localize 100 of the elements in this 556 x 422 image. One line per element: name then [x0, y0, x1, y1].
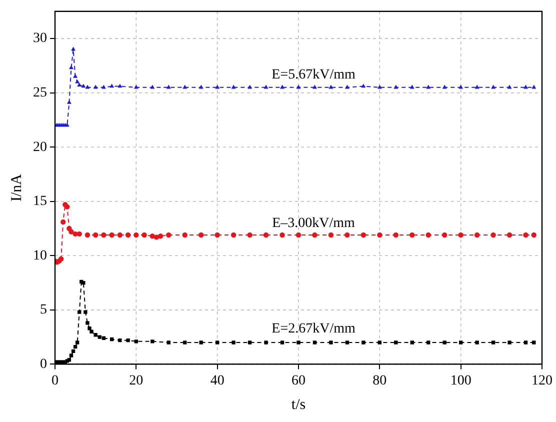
x-tick-label: 40 [210, 373, 224, 388]
annotation: E–3.00kV/mm [272, 216, 356, 231]
point [280, 232, 285, 238]
point [378, 340, 382, 344]
point [126, 338, 130, 342]
x-tick-label: 120 [532, 373, 552, 388]
point [98, 335, 102, 339]
point [75, 79, 80, 84]
point [296, 340, 300, 344]
point [312, 232, 318, 238]
y-tick-label: 30 [33, 31, 47, 46]
point [158, 234, 164, 239]
point [81, 84, 86, 88]
y-tick-label: 10 [33, 248, 47, 264]
point [345, 340, 350, 344]
point [247, 232, 252, 238]
point [280, 340, 284, 344]
x-tick-label: 20 [129, 373, 144, 388]
point [77, 82, 82, 87]
y-tick-label: 15 [33, 194, 47, 210]
point [166, 340, 170, 344]
point [344, 232, 350, 238]
point [329, 340, 333, 344]
point [231, 84, 236, 89]
point [377, 84, 382, 89]
point [199, 340, 203, 344]
point [232, 340, 236, 344]
point [410, 340, 414, 344]
point [426, 84, 431, 89]
point [248, 340, 252, 344]
point [532, 84, 536, 89]
annotation: E=2.67kV/mm [272, 322, 356, 337]
point [182, 232, 188, 238]
point [490, 232, 496, 238]
point [394, 340, 398, 344]
point [166, 232, 172, 238]
y-tick-label: 20 [33, 140, 47, 155]
point [393, 232, 398, 238]
point [328, 232, 334, 238]
point [142, 232, 147, 238]
point [118, 84, 122, 88]
point [312, 84, 317, 89]
point [524, 340, 528, 344]
point [150, 340, 154, 344]
point [92, 232, 98, 238]
point [426, 232, 431, 238]
point [296, 84, 301, 89]
point [86, 321, 90, 325]
point [491, 340, 496, 344]
point [88, 326, 92, 330]
y-tick-label: 25 [33, 85, 47, 100]
x-tick-label: 60 [292, 373, 306, 388]
point [215, 340, 220, 344]
point [328, 84, 334, 89]
point [442, 340, 446, 344]
point [110, 84, 114, 88]
point [84, 310, 88, 314]
point [109, 232, 114, 238]
point [117, 232, 123, 238]
point [84, 232, 90, 238]
point [491, 84, 496, 89]
point [118, 338, 122, 342]
point [458, 340, 463, 344]
x-axis-title: t/s [291, 396, 306, 413]
point [426, 340, 430, 344]
point [78, 310, 82, 314]
point [73, 344, 78, 349]
point [442, 232, 448, 238]
point [523, 232, 528, 238]
point [71, 349, 76, 354]
point [85, 84, 90, 89]
point [506, 232, 512, 238]
point [198, 232, 204, 238]
point [134, 232, 139, 238]
point [76, 231, 82, 237]
annotation: E=5.67kV/mm [272, 68, 356, 83]
point [198, 84, 204, 89]
point [93, 84, 98, 89]
point [90, 330, 94, 334]
point [75, 340, 80, 344]
x-tick-label: 100 [450, 373, 472, 388]
point [68, 65, 74, 70]
y-tick-label: 5 [40, 302, 47, 318]
point [410, 84, 414, 89]
point [94, 333, 98, 337]
point [69, 354, 74, 358]
point [508, 340, 512, 344]
x-tick-label: 0 [52, 373, 58, 388]
point [377, 232, 382, 238]
x-tick-label: 80 [372, 373, 387, 388]
point [474, 84, 480, 89]
point [60, 219, 66, 225]
point [360, 232, 366, 238]
point [248, 84, 252, 89]
point [134, 340, 138, 344]
y-axis-title: I/nA [8, 174, 25, 202]
point [361, 84, 366, 88]
point [73, 74, 78, 78]
point [71, 46, 76, 51]
point [264, 340, 268, 344]
